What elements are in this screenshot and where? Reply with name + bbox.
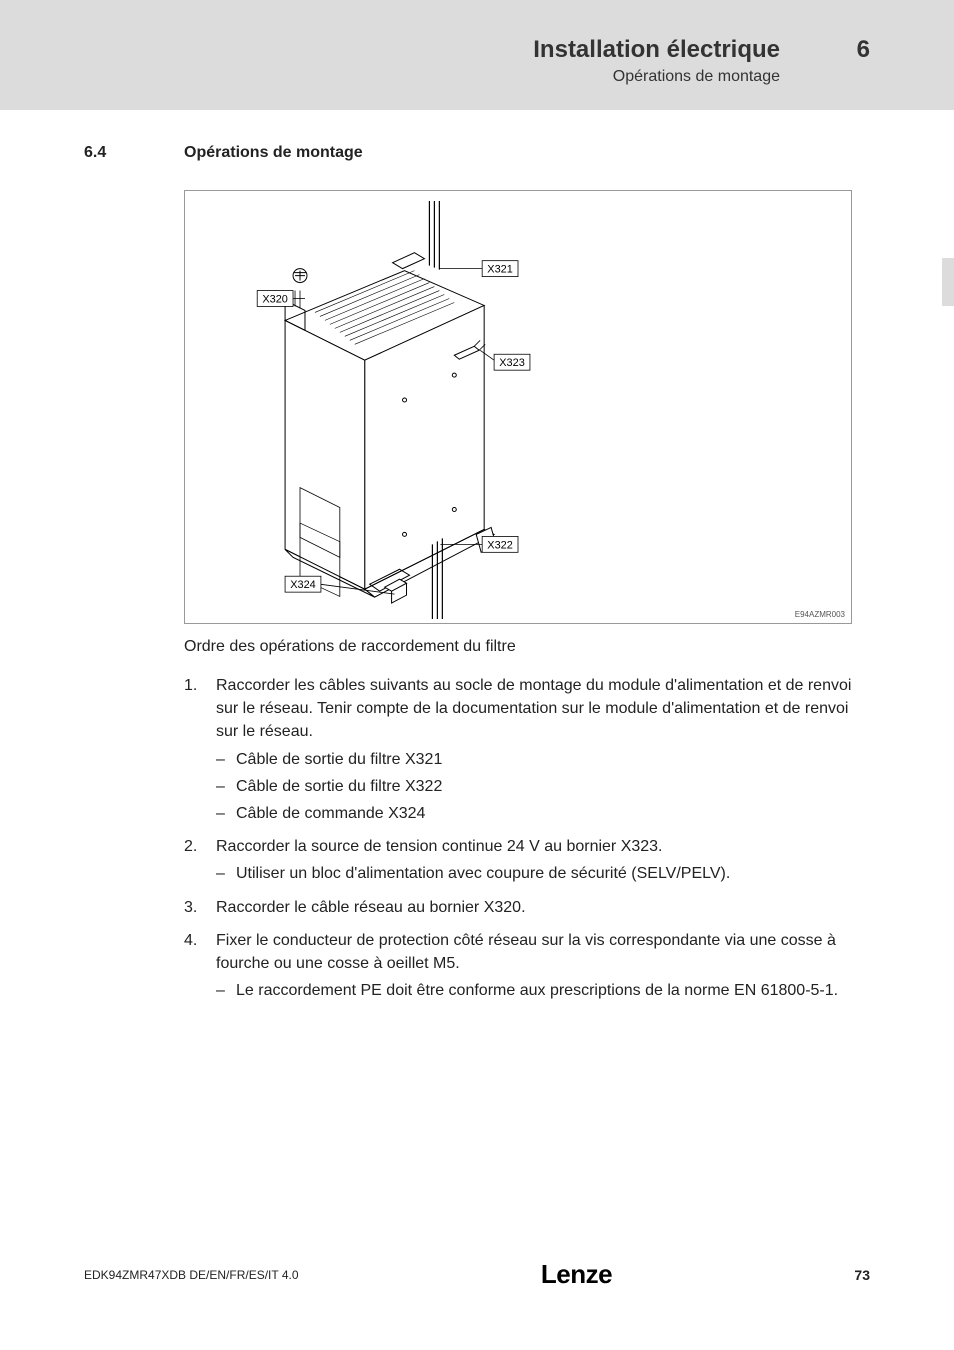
lenze-logo: Lenze (541, 1259, 612, 1290)
step-text: Raccorder les câbles suivants au socle d… (216, 677, 851, 740)
bullet-text: Câble de sortie du filtre X322 (236, 775, 442, 798)
figure: X321 X320 X323 X322 X324 E94AZMR003 (184, 190, 852, 624)
label-x323: X323 (499, 357, 525, 369)
header-subtitle: Opérations de montage (533, 68, 780, 86)
step-number: 1. (184, 674, 202, 825)
footer-doc-id: EDK94ZMR47XDB DE/EN/FR/ES/IT 4.0 (84, 1268, 299, 1282)
label-x321: X321 (487, 264, 513, 276)
step-text: Fixer le conducteur de protection côté r… (216, 932, 836, 972)
section-number: 6.4 (84, 144, 144, 162)
chapter-number: 6 (857, 36, 870, 64)
bullet-text: Utiliser un bloc d'alimentation avec cou… (236, 862, 730, 885)
bullet-text: Câble de commande X324 (236, 802, 425, 825)
bullet-text: Le raccordement PE doit être conforme au… (236, 979, 838, 1002)
figure-caption: Ordre des opérations de raccordement du … (184, 638, 870, 656)
step: 2. Raccorder la source de tension contin… (184, 835, 870, 885)
step-text: Raccorder le câble réseau au bornier X32… (216, 899, 526, 916)
step: 3. Raccorder le câble réseau au bornier … (184, 896, 870, 919)
side-tab (942, 258, 954, 306)
step-number: 3. (184, 896, 202, 919)
page-header: Installation électrique Opérations de mo… (0, 0, 954, 110)
device-diagram: X321 X320 X323 X322 X324 (185, 191, 851, 623)
figure-id: E94AZMR003 (795, 610, 845, 619)
label-x320: X320 (262, 293, 288, 305)
page-number: 73 (854, 1267, 870, 1283)
bullet-text: Câble de sortie du filtre X321 (236, 748, 442, 771)
step: 4. Fixer le conducteur de protection côt… (184, 929, 870, 1003)
step-text: Raccorder la source de tension continue … (216, 838, 663, 855)
label-x324: X324 (290, 579, 316, 591)
section-title: Opérations de montage (184, 144, 363, 162)
step-number: 2. (184, 835, 202, 885)
label-x322: X322 (487, 539, 513, 551)
step-number: 4. (184, 929, 202, 1003)
steps-list: 1. Raccorder les câbles suivants au socl… (184, 674, 870, 1002)
step: 1. Raccorder les câbles suivants au socl… (184, 674, 870, 825)
page-footer: EDK94ZMR47XDB DE/EN/FR/ES/IT 4.0 Lenze 7… (84, 1259, 870, 1290)
section-heading: 6.4 Opérations de montage (84, 144, 870, 162)
header-title: Installation électrique (533, 36, 780, 64)
